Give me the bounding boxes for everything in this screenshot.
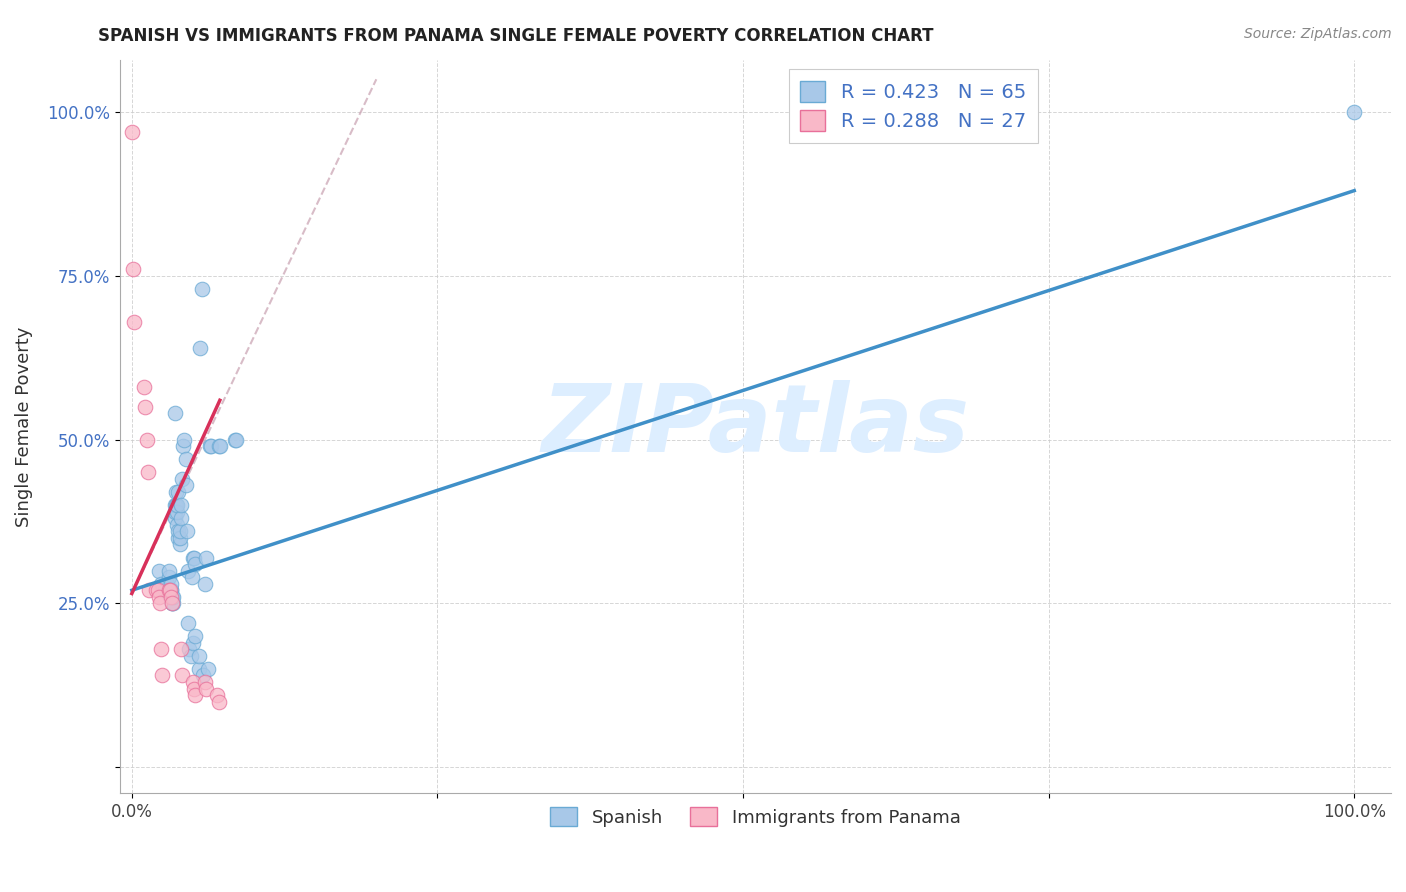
Point [174, 478, 197, 492]
Point [194, 675, 217, 690]
Point [197, 662, 219, 676]
Point [167, 531, 190, 545]
Point [200, 439, 222, 453]
Point [159, 590, 181, 604]
Point [207, 688, 229, 702]
Point [163, 406, 186, 420]
Point [188, 648, 211, 663]
Point [150, 576, 173, 591]
Point [124, 315, 146, 329]
Text: SPANISH VS IMMIGRANTS FROM PANAMA SINGLE FEMALE POVERTY CORRELATION CHART: SPANISH VS IMMIGRANTS FROM PANAMA SINGLE… [98, 27, 934, 45]
Point [135, 433, 157, 447]
Point [166, 505, 188, 519]
Point [165, 498, 187, 512]
Point [173, 433, 195, 447]
Point [170, 668, 193, 682]
Text: Source: ZipAtlas.com: Source: ZipAtlas.com [1244, 27, 1392, 41]
Point [179, 642, 201, 657]
Point [167, 485, 190, 500]
Point [184, 557, 207, 571]
Point [194, 576, 217, 591]
Point [195, 550, 218, 565]
Point [136, 466, 159, 480]
Point [163, 511, 186, 525]
Point [160, 583, 183, 598]
Point [132, 380, 155, 394]
Point [225, 433, 247, 447]
Point [172, 439, 194, 453]
Point [152, 668, 174, 682]
Point [122, 262, 145, 277]
Point [169, 524, 191, 539]
Point [184, 629, 207, 643]
Point [165, 485, 187, 500]
Y-axis label: Single Female Poverty: Single Female Poverty [15, 326, 32, 526]
Point [181, 635, 204, 649]
Point [148, 590, 170, 604]
Point [166, 498, 188, 512]
Point [146, 583, 169, 598]
Point [160, 596, 183, 610]
Point [159, 583, 181, 598]
Point [170, 472, 193, 486]
Point [153, 583, 176, 598]
Point [170, 642, 193, 657]
Point [134, 400, 156, 414]
Point [156, 576, 179, 591]
Point [145, 583, 167, 598]
Point [207, 439, 229, 453]
Point [170, 511, 193, 525]
Point [163, 505, 186, 519]
Point [160, 590, 183, 604]
Point [224, 433, 246, 447]
Point [198, 439, 221, 453]
Point [159, 583, 181, 598]
Point [160, 590, 183, 604]
Text: ZIPatlas: ZIPatlas [541, 381, 969, 473]
Point [138, 583, 160, 598]
Point [188, 662, 211, 676]
Point [207, 695, 229, 709]
Point [148, 564, 170, 578]
Point [157, 570, 180, 584]
Point [177, 564, 200, 578]
Point [152, 583, 174, 598]
Point [183, 550, 205, 565]
Point [163, 498, 186, 512]
Point [179, 648, 201, 663]
Point [176, 524, 198, 539]
Point [160, 596, 183, 610]
Point [183, 681, 205, 696]
Point [180, 570, 202, 584]
Point [208, 439, 231, 453]
Point [157, 564, 180, 578]
Point [169, 531, 191, 545]
Point [150, 642, 173, 657]
Point [181, 675, 204, 690]
Point [191, 668, 214, 682]
Point [170, 498, 193, 512]
Point [157, 583, 180, 598]
Point [177, 615, 200, 630]
Point [181, 550, 204, 565]
Point [167, 524, 190, 539]
Point [166, 517, 188, 532]
Point [174, 452, 197, 467]
Point [160, 596, 183, 610]
Point [195, 681, 218, 696]
Point [188, 341, 211, 355]
Point [169, 537, 191, 551]
Point [162, 596, 184, 610]
Point [160, 576, 183, 591]
Point [190, 282, 212, 296]
Point [149, 596, 172, 610]
Point [121, 125, 143, 139]
Point [162, 590, 184, 604]
Point [1343, 105, 1365, 120]
Point [160, 583, 183, 598]
Legend: Spanish, Immigrants from Panama: Spanish, Immigrants from Panama [541, 797, 969, 836]
Point [184, 688, 207, 702]
